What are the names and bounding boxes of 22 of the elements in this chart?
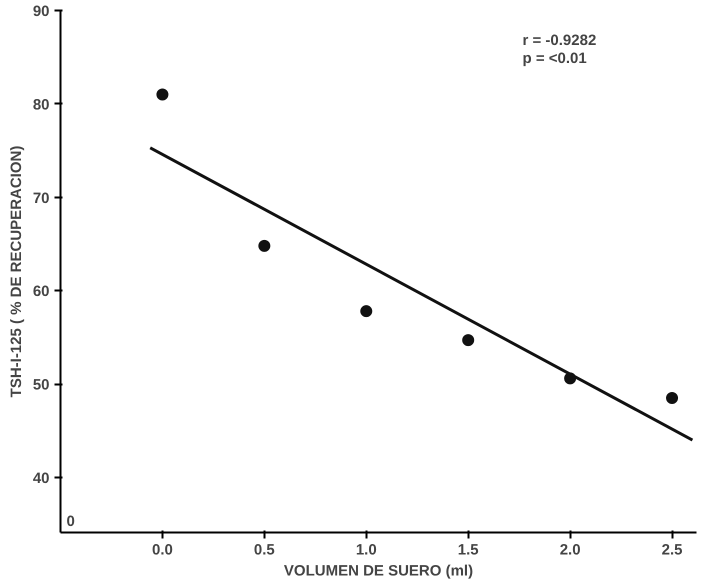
- y-tick-label: 60: [32, 283, 50, 300]
- x-tick-label: 2.5: [662, 542, 682, 558]
- y-tick-label: 90: [32, 3, 50, 20]
- point: [156, 88, 168, 101]
- y-tick-label: 40: [32, 470, 50, 487]
- y-tick-label: 50: [32, 376, 50, 394]
- x-tick-label: 0.5: [254, 542, 275, 558]
- point: [258, 240, 270, 252]
- x-tick-label: 1.5: [458, 542, 479, 558]
- x-tick-label: 2.0: [560, 542, 581, 558]
- y-tick-label: 80: [32, 96, 50, 114]
- x-tick-label: 1.0: [356, 542, 377, 558]
- point: [360, 305, 372, 318]
- annotation: p = <0.01: [522, 50, 587, 67]
- annotation: 0: [66, 513, 75, 530]
- y-axis-title: TSH-I-125 ( % DE RECUPERACION): [8, 146, 25, 398]
- point: [666, 392, 678, 404]
- y-tick-label: 70: [32, 190, 50, 207]
- annotation: r = -0.9282: [522, 32, 596, 49]
- x-axis-title: VOLUMEN DE SUERO (ml): [284, 562, 474, 580]
- x-tick-label: 0.0: [152, 542, 173, 558]
- point: [462, 334, 474, 346]
